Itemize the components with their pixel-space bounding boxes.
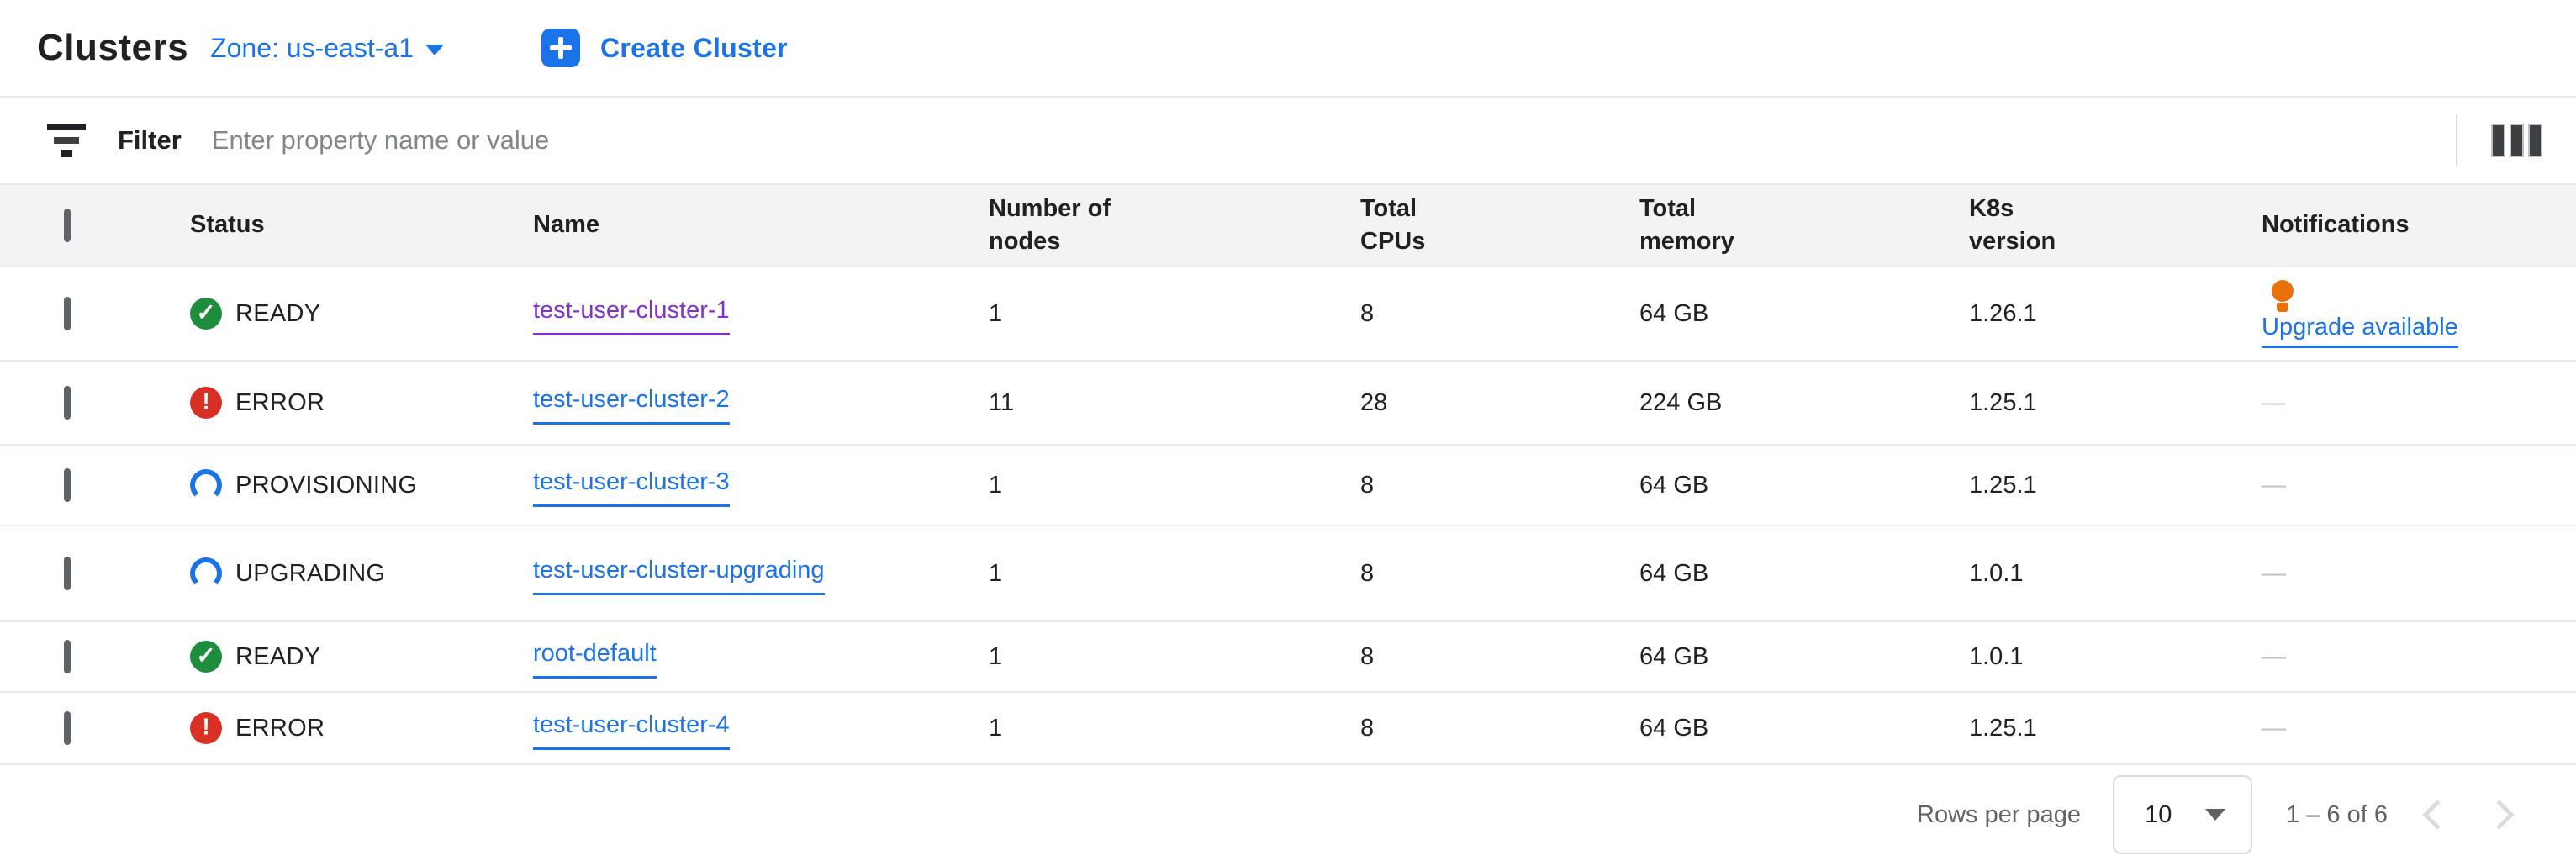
table-row: READY root-default 1 8 64 GB 1.0.1 — (0, 622, 2576, 693)
nodes-value: 1 (989, 471, 1003, 499)
no-notification-dash: — (2262, 642, 2286, 670)
page-header: Clusters Zone: us-east-a1 Create Cluster (0, 0, 2576, 98)
column-header-k8s-version: K8s version (1969, 194, 2056, 255)
rows-per-page-select[interactable]: 10 (2113, 775, 2253, 854)
no-notification-dash: — (2262, 388, 2286, 416)
table-row: PROVISIONING test-user-cluster-3 1 8 64 … (0, 446, 2576, 526)
filter-bar: Filter (0, 98, 2576, 185)
cpus-value: 28 (1360, 388, 1388, 416)
memory-value: 224 GB (1639, 388, 1723, 416)
memory-value: 64 GB (1639, 642, 1709, 670)
row-checkbox[interactable] (64, 639, 71, 673)
row-checkbox[interactable] (64, 556, 71, 590)
column-header-status: Status (190, 211, 265, 239)
table-row: ERROR test-user-cluster-2 11 28 224 GB 1… (0, 362, 2576, 446)
status-label: PROVISIONING (235, 471, 418, 499)
status-error-icon (190, 712, 222, 744)
select-all-checkbox[interactable] (64, 208, 71, 242)
cluster-name-link[interactable]: test-user-cluster-3 (533, 463, 730, 507)
status-label: READY (235, 299, 321, 327)
chevron-down-icon (425, 44, 444, 55)
status-spinner-icon (190, 469, 222, 501)
column-display-options-icon[interactable] (2486, 119, 2547, 162)
cpus-value: 8 (1360, 642, 1375, 670)
status-spinner-icon (190, 557, 222, 589)
next-page-button[interactable] (2478, 789, 2529, 840)
status-label: UPGRADING (235, 559, 386, 587)
nodes-value: 1 (989, 559, 1003, 587)
zone-selector[interactable]: Zone: us-east-a1 (210, 33, 444, 64)
k8s-version-value: 1.0.1 (1969, 559, 2024, 587)
create-cluster-label: Create Cluster (599, 32, 788, 63)
cluster-name-link[interactable]: test-user-cluster-upgrading (533, 552, 825, 595)
column-header-name: Name (533, 211, 599, 239)
row-checkbox[interactable] (64, 385, 71, 420)
k8s-version-value: 1.0.1 (1969, 642, 2024, 670)
cpus-value: 8 (1360, 471, 1375, 499)
cpus-value: 8 (1360, 714, 1375, 742)
no-notification-dash: — (2262, 559, 2286, 587)
status-label: ERROR (235, 714, 325, 742)
table-header-row: Status Name Number of nodes Total CPUs T… (0, 185, 2576, 267)
cluster-name-link[interactable]: test-user-cluster-1 (533, 292, 730, 335)
memory-value: 64 GB (1639, 714, 1709, 742)
no-notification-dash: — (2262, 471, 2286, 499)
pagination-bar: Rows per page 10 1 – 6 of 6 (0, 765, 2576, 864)
previous-page-button[interactable] (2408, 789, 2458, 840)
create-cluster-button[interactable]: Create Cluster (541, 29, 788, 67)
status-error-icon (190, 387, 222, 419)
upgrade-available-link[interactable]: Upgrade available (2262, 314, 2458, 348)
row-checkbox[interactable] (64, 710, 71, 745)
cluster-name-link[interactable]: test-user-cluster-2 (533, 381, 730, 425)
chevron-down-icon (2205, 809, 2226, 821)
column-header-notifications: Notifications (2262, 211, 2410, 239)
page-title: Clusters (37, 27, 189, 68)
memory-value: 64 GB (1639, 559, 1709, 587)
filter-label: Filter (118, 125, 182, 155)
nodes-value: 1 (989, 714, 1003, 742)
memory-value: 64 GB (1639, 299, 1709, 327)
status-ready-icon (190, 641, 222, 673)
column-header-nodes: Number of nodes (989, 194, 1111, 255)
lightbulb-icon (2272, 279, 2294, 312)
filter-icon (47, 124, 86, 157)
status-label: ERROR (235, 388, 325, 416)
nodes-value: 1 (989, 642, 1003, 670)
divider (2456, 114, 2457, 166)
status-label: READY (235, 642, 321, 670)
cpus-value: 8 (1360, 299, 1375, 327)
memory-value: 64 GB (1639, 471, 1709, 499)
rows-per-page-label: Rows per page (1917, 800, 2082, 828)
row-checkbox[interactable] (64, 296, 71, 330)
nodes-value: 1 (989, 299, 1003, 327)
k8s-version-value: 1.26.1 (1969, 299, 2037, 327)
table-row: ERROR test-user-cluster-4 1 8 64 GB 1.25… (0, 693, 2576, 765)
plus-icon (541, 29, 580, 67)
rows-per-page-value: 10 (2145, 800, 2172, 828)
column-header-cpus: Total CPUs (1360, 194, 1426, 255)
table-row: READY test-user-cluster-1 1 8 64 GB 1.26… (0, 267, 2576, 362)
cluster-name-link[interactable]: root-default (533, 635, 657, 679)
nodes-value: 11 (989, 388, 1015, 416)
no-notification-dash: — (2262, 714, 2286, 742)
k8s-version-value: 1.25.1 (1969, 471, 2037, 499)
cpus-value: 8 (1360, 559, 1375, 587)
column-header-memory: Total memory (1639, 194, 1734, 255)
row-checkbox[interactable] (64, 467, 71, 502)
cluster-name-link[interactable]: test-user-cluster-4 (533, 706, 730, 750)
k8s-version-value: 1.25.1 (1969, 714, 2037, 742)
zone-selector-label: Zone: us-east-a1 (210, 32, 414, 63)
k8s-version-value: 1.25.1 (1969, 388, 2037, 416)
status-ready-icon (190, 298, 222, 330)
pagination-range: 1 – 6 of 6 (2286, 800, 2388, 828)
table-row: UPGRADING test-user-cluster-upgrading 1 … (0, 526, 2576, 622)
filter-input[interactable] (211, 125, 2427, 156)
